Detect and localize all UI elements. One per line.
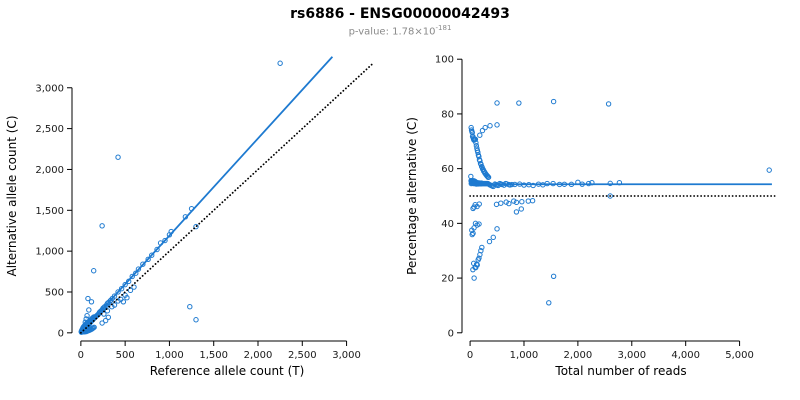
right-scatter-chart: 0 1,000 2,000 3,000 4,000 5,000 0 20 40 60 80 100 To… bbox=[405, 55, 776, 378]
svg-text:3,000: 3,000 bbox=[35, 84, 64, 95]
svg-text:0: 0 bbox=[467, 350, 473, 361]
svg-text:3,000: 3,000 bbox=[332, 350, 361, 361]
figure-subtitle: p-value: 1.78×10-181 bbox=[0, 24, 800, 37]
svg-text:1,000: 1,000 bbox=[35, 247, 64, 258]
svg-text:Percentage alternative (C): Percentage alternative (C) bbox=[405, 117, 419, 275]
figure-header: rs6886 - ENSG00000042493 p-value: 1.78×1… bbox=[0, 0, 800, 37]
svg-text:500: 500 bbox=[116, 350, 135, 361]
svg-text:0: 0 bbox=[78, 350, 84, 361]
svg-text:2,000: 2,000 bbox=[564, 350, 593, 361]
svg-text:1,500: 1,500 bbox=[35, 206, 64, 217]
svg-text:3,000: 3,000 bbox=[617, 350, 646, 361]
svg-text:1,500: 1,500 bbox=[199, 350, 228, 361]
left-scatter-chart: 0 500 1,000 1,500 2,000 2,500 3,000 0 500 1,000 1,… bbox=[5, 56, 375, 378]
svg-text:0: 0 bbox=[448, 329, 454, 340]
svg-text:5,000: 5,000 bbox=[725, 350, 754, 361]
svg-text:2,000: 2,000 bbox=[35, 165, 64, 176]
svg-text:Total number of reads: Total number of reads bbox=[554, 364, 686, 378]
svg-text:80: 80 bbox=[441, 110, 454, 121]
svg-text:2,500: 2,500 bbox=[288, 350, 317, 361]
pvalue-mantissa: 1.78×10 bbox=[392, 26, 436, 38]
svg-text:60: 60 bbox=[441, 164, 454, 175]
pvalue-exponent: -181 bbox=[435, 24, 452, 32]
svg-text:4,000: 4,000 bbox=[671, 350, 700, 361]
svg-text:1,000: 1,000 bbox=[155, 350, 184, 361]
svg-text:2,000: 2,000 bbox=[244, 350, 273, 361]
svg-text:500: 500 bbox=[45, 288, 64, 299]
svg-text:0: 0 bbox=[58, 329, 64, 340]
svg-text:Reference allele count (T): Reference allele count (T) bbox=[150, 364, 305, 378]
svg-text:2,500: 2,500 bbox=[35, 124, 64, 135]
charts-row: 0 500 1,000 1,500 2,000 2,500 3,000 0 500 1,000 1,… bbox=[0, 39, 800, 397]
svg-text:Alternative allele count (C): Alternative allele count (C) bbox=[5, 116, 19, 277]
svg-text:20: 20 bbox=[441, 274, 454, 285]
svg-text:40: 40 bbox=[441, 219, 454, 230]
pvalue-label: p-value: bbox=[348, 26, 393, 38]
svg-text:1,000: 1,000 bbox=[510, 350, 539, 361]
svg-text:100: 100 bbox=[435, 55, 454, 66]
figure-title: rs6886 - ENSG00000042493 bbox=[290, 6, 510, 22]
